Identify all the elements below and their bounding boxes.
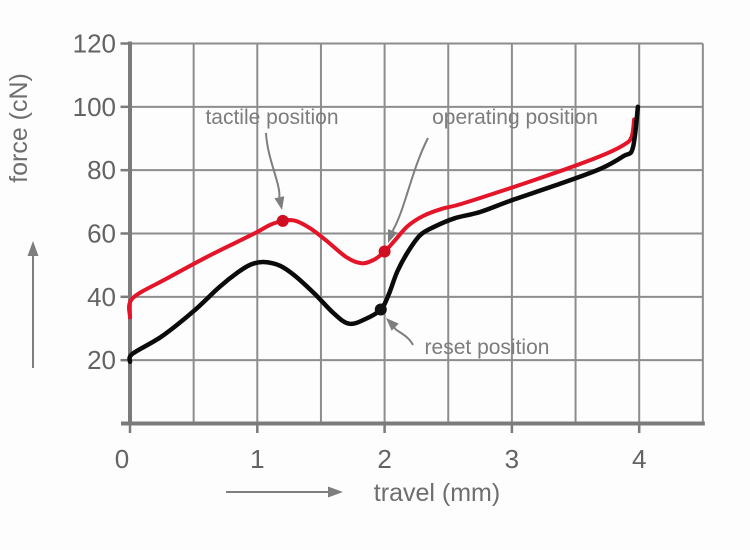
x-tick-label: 2 (377, 444, 391, 474)
caption-layer: force (cN) travel (mm) (5, 73, 500, 507)
annotation-label: reset position (425, 336, 550, 359)
annotation-arrow-line (393, 326, 414, 346)
x-tick-label: 4 (632, 444, 646, 474)
annotation-label: operating position (432, 106, 598, 129)
y-tick-label: 80 (87, 155, 116, 185)
y-tick-label: 100 (73, 92, 116, 122)
annotation-arrow-head (386, 318, 399, 331)
annotation-layer: tactile position operating position reset … (205, 106, 597, 359)
marker-layer (276, 214, 391, 316)
x-axis-arrow-head (328, 486, 343, 498)
annotation-arrow-line (265, 132, 281, 198)
y-tick-label: 20 (87, 345, 116, 375)
annotation-arrow-head (387, 229, 398, 243)
y-axis-arrow-head (27, 241, 39, 256)
grid-layer (130, 42, 704, 424)
marker-dot-tactile-point (276, 214, 289, 227)
axis-layer (120, 41, 705, 433)
marker-dot-reset-point (374, 303, 387, 316)
annotation-arrow-line (391, 137, 429, 232)
series-path-release-curve (127, 104, 641, 364)
y-axis-title: force (cN) (5, 73, 33, 183)
y-tick-label: 60 (87, 218, 116, 248)
x-tick-label: 3 (505, 444, 519, 474)
y-tick-label: 120 (73, 28, 116, 58)
y-tick-label: 40 (87, 282, 116, 312)
tick-label-layer: 0 1 2 3 4 20 40 60 80 100 120 (73, 28, 647, 474)
annotation-arrow-head (274, 196, 285, 210)
series-path-press-curve (127, 117, 637, 320)
x-tick-label: 1 (250, 444, 264, 474)
x-tick-label: 0 (115, 444, 129, 474)
marker-dot-operating-point (378, 245, 391, 258)
annotation-label: tactile position (205, 106, 338, 129)
x-axis-title: travel (mm) (374, 479, 500, 507)
series-layer (127, 104, 641, 364)
